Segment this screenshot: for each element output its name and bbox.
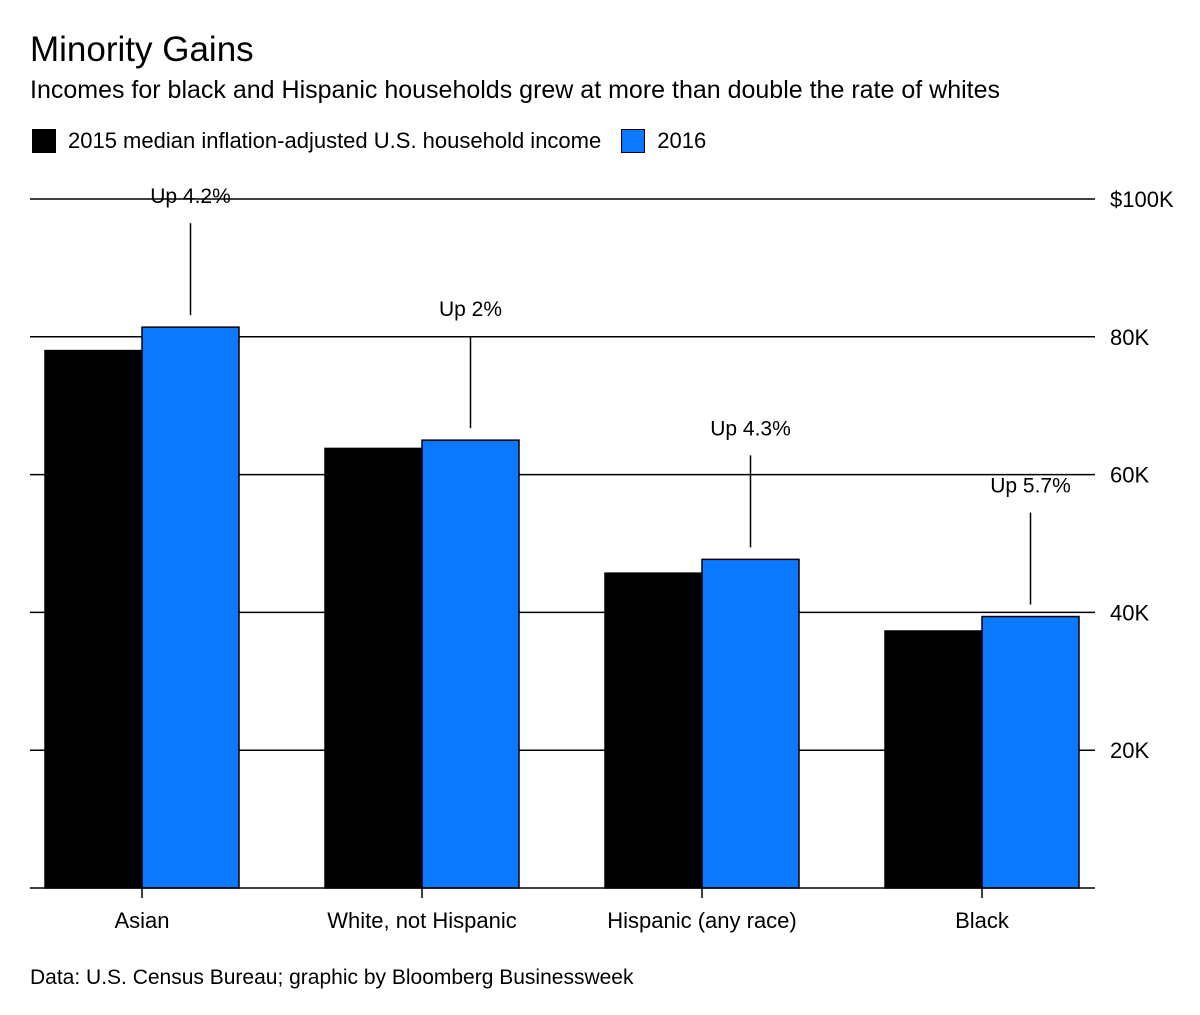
legend-swatch-2016 bbox=[621, 129, 646, 153]
y-tick-label: 60K bbox=[1110, 463, 1149, 488]
legend-item-2016: 2016 bbox=[621, 128, 706, 154]
y-tick-label: $100K bbox=[1110, 187, 1174, 212]
legend-swatch-2015 bbox=[32, 129, 56, 153]
y-tick-label: 20K bbox=[1110, 738, 1149, 763]
x-tick-label: White, not Hispanic bbox=[327, 908, 517, 933]
legend-label-2015: 2015 median inflation-adjusted U.S. hous… bbox=[68, 128, 602, 153]
x-tick-label: Black bbox=[955, 908, 1010, 933]
legend: 2015 median inflation-adjusted U.S. hous… bbox=[32, 128, 726, 154]
annotation-label: Up 2% bbox=[439, 298, 502, 321]
bar-2015 bbox=[884, 630, 983, 889]
bar-2016 bbox=[141, 326, 240, 889]
x-tick-label: Hispanic (any race) bbox=[607, 908, 797, 933]
annotation-label: Up 5.7% bbox=[990, 475, 1071, 498]
bar-2015 bbox=[44, 349, 143, 889]
bar-2015 bbox=[324, 447, 423, 889]
legend-label-2016: 2016 bbox=[657, 128, 707, 153]
bar-2016 bbox=[421, 439, 520, 889]
annotation-label: Up 4.3% bbox=[710, 417, 791, 440]
legend-item-2015: 2015 median inflation-adjusted U.S. hous… bbox=[32, 128, 601, 154]
bar-2015 bbox=[604, 572, 703, 889]
bar-2016 bbox=[701, 558, 800, 889]
chart-title: Minority Gains bbox=[30, 30, 254, 69]
source-note: Data: U.S. Census Bureau; graphic by Blo… bbox=[30, 966, 634, 989]
chart-subtitle: Incomes for black and Hispanic household… bbox=[30, 76, 1000, 104]
bar-2016 bbox=[981, 615, 1080, 889]
x-tick-label: Asian bbox=[114, 908, 169, 933]
y-tick-label: 40K bbox=[1110, 600, 1149, 625]
y-tick-label: 80K bbox=[1110, 325, 1149, 350]
annotation-label: Up 4.2% bbox=[150, 185, 231, 208]
